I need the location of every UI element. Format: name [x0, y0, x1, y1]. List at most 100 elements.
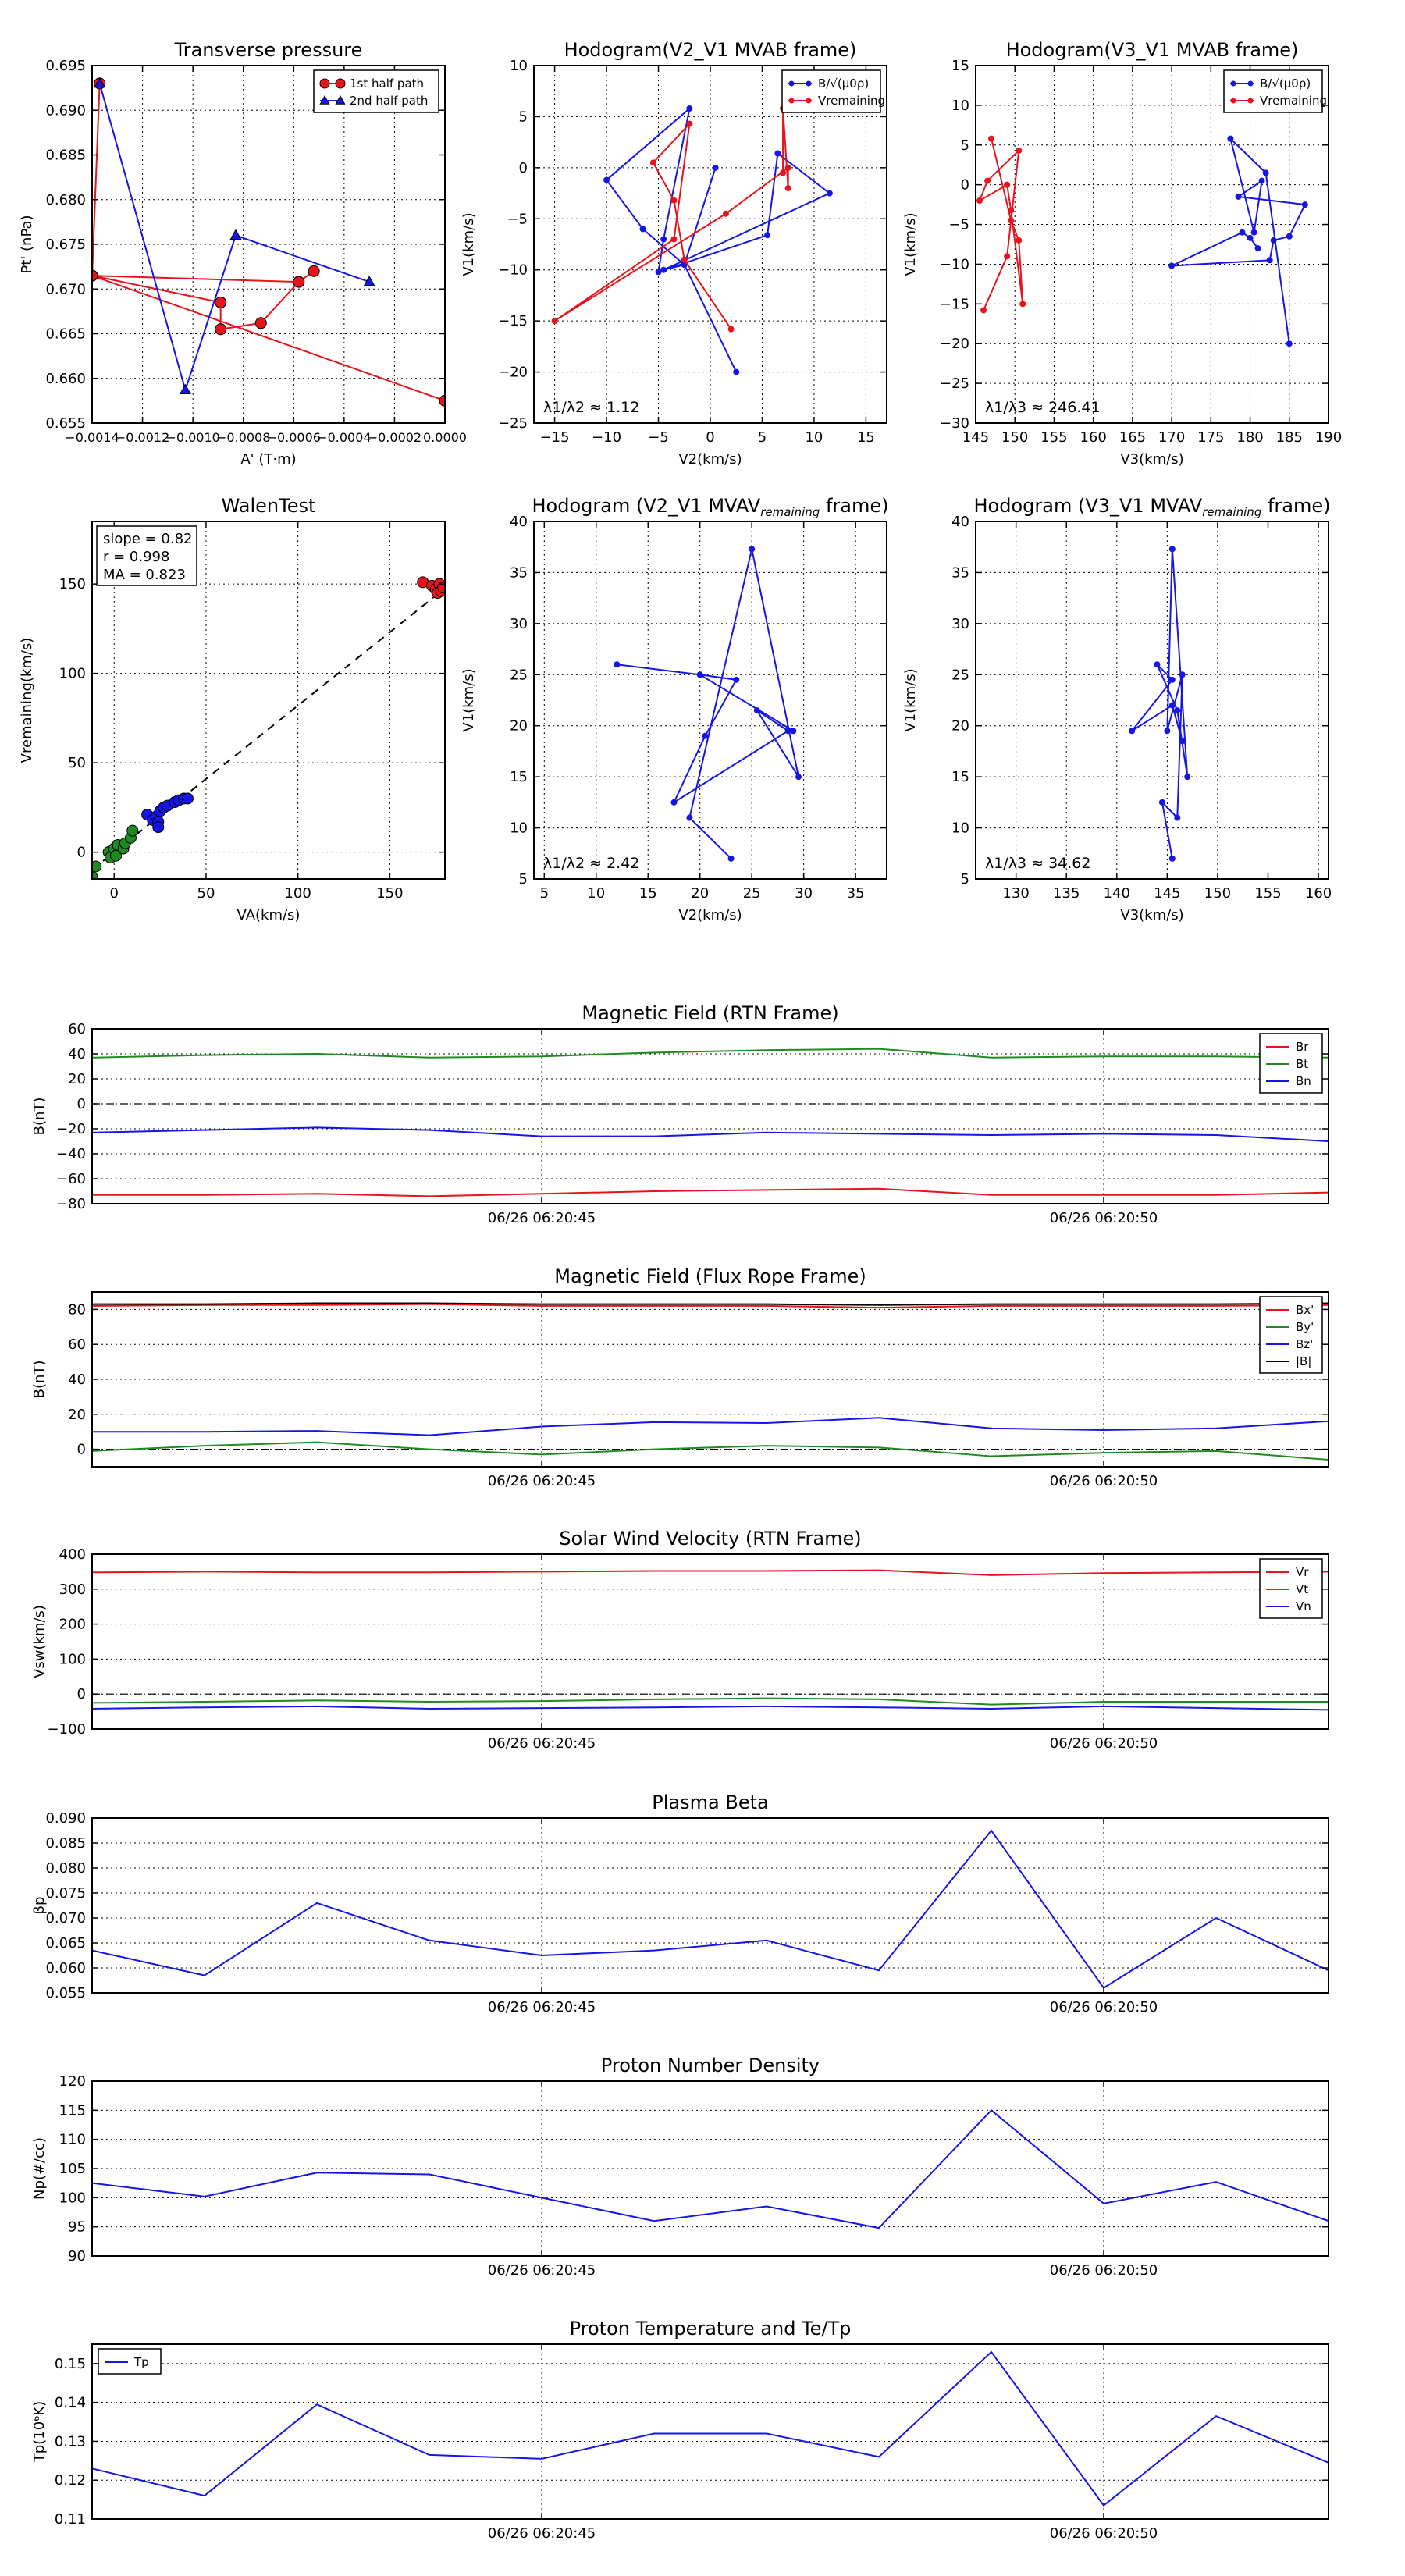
axes-frame: [975, 521, 1329, 880]
grid: [534, 521, 887, 879]
data-point-green: [126, 824, 139, 837]
x-tick-label: 06/26 06:20:45: [488, 1473, 596, 1489]
series-line-1st-half-path: [92, 83, 445, 402]
y-tick-label: −10: [498, 262, 528, 279]
x-tick-label: 155: [1254, 885, 1281, 902]
legend-marker: [1247, 80, 1254, 87]
x-tick-label: 100: [284, 885, 311, 902]
y-tick-label: 0.690: [45, 102, 86, 119]
x-axis-label: V3(km/s): [1120, 907, 1183, 923]
x-tick-label: 5: [758, 429, 767, 446]
data-point: [1008, 217, 1015, 224]
legend-label: 1st half path: [350, 76, 424, 91]
x-tick-label: −0.0010: [165, 430, 219, 445]
data-point: [733, 676, 740, 683]
series-line-2nd-half-path: [98, 83, 370, 393]
legend: B/√(μ0ρ) Vremaining: [1223, 69, 1327, 113]
x-tick-label: 180: [1236, 429, 1263, 446]
grid: [92, 1029, 1329, 1204]
y-tick-label: −15: [940, 296, 969, 312]
y-tick-label: 20: [68, 1071, 86, 1087]
data-point: [363, 276, 375, 286]
legend: Br Bt Bn: [1259, 1033, 1323, 1094]
legend-marker: [806, 98, 812, 104]
data-point: [784, 728, 791, 735]
series-line-Vt: [92, 1697, 1329, 1706]
y-tick-label: 0.11: [55, 2511, 86, 2528]
legend: Vr Vt Vn: [1259, 1558, 1323, 1619]
y-tick-label: 35: [951, 564, 969, 581]
y-tick-label: 5: [519, 871, 528, 888]
eigenvalue-ratio-annotation: λ1/λ2 ≈ 2.42: [543, 855, 639, 872]
data-point-red: [437, 582, 445, 594]
y-tick-label: 25: [510, 667, 528, 683]
legend-label: Vn: [1296, 1599, 1311, 1614]
x-tick-label: 175: [1197, 429, 1224, 446]
y-tick-label: −5: [948, 217, 969, 233]
y-tick-label: −30: [940, 415, 969, 432]
stat-r: r = 0.998: [103, 549, 169, 565]
legend-marker: [319, 78, 330, 89]
y-tick-label: 115: [59, 2102, 86, 2119]
y-axis-label: B(nT): [31, 1361, 48, 1399]
x-tick-label: 135: [1053, 885, 1080, 902]
plot-area: [92, 2350, 1329, 2507]
legend-marker: [1230, 98, 1236, 104]
x-tick-label: −0.0014: [65, 430, 119, 445]
data-point: [988, 135, 995, 142]
grid: [92, 66, 445, 423]
legend-label: Br: [1296, 1040, 1309, 1054]
stat-slope: slope = 0.82: [103, 531, 193, 547]
y-tick-label: 100: [59, 2190, 86, 2206]
eigenvalue-ratio-annotation: λ1/λ3 ≈ 246.41: [985, 399, 1101, 416]
x-tick-label: 06/26 06:20:45: [488, 2525, 596, 2542]
grid: [92, 1818, 1329, 1993]
axes-frame: [91, 521, 446, 880]
data-point: [293, 276, 305, 288]
y-tick-label: 10: [510, 58, 528, 74]
legend-label: Bx': [1296, 1303, 1314, 1317]
legend-label: Vremaining: [818, 94, 885, 108]
series-line-|B|: [92, 1302, 1329, 1306]
data-point: [976, 197, 984, 205]
plot-area: [92, 2108, 1329, 2229]
x-tick-label: 5: [540, 885, 549, 902]
grid: [92, 1554, 1329, 1729]
y-tick-label: −80: [56, 1196, 86, 1212]
x-axis-label: A' (T·m): [240, 451, 296, 468]
legend-marker: [335, 78, 346, 89]
legend: Tp: [98, 2348, 162, 2375]
y-tick-label: 0: [77, 1096, 86, 1112]
grid: [976, 521, 1329, 879]
grid: [92, 1292, 1329, 1467]
plot-area: [614, 546, 802, 862]
data-point: [681, 256, 688, 263]
axes-frame: [91, 1817, 1329, 1994]
y-tick-label: 60: [68, 1336, 86, 1353]
plot-area: [92, 1829, 1329, 1989]
eigenvalue-ratio-annotation: λ1/λ3 ≈ 34.62: [985, 855, 1090, 872]
y-tick-label: 0.065: [45, 1935, 86, 1952]
x-tick-label: 150: [1204, 885, 1231, 902]
x-tick-label: −0.0012: [116, 430, 169, 445]
stat-ma: MA = 0.823: [103, 567, 186, 583]
x-tick-label: 06/26 06:20:45: [488, 2262, 596, 2279]
data-point: [655, 269, 662, 276]
x-tick-label: −15: [540, 429, 570, 446]
data-point: [94, 76, 106, 88]
x-tick-label: 145: [1154, 885, 1180, 902]
y-tick-label: −10: [940, 256, 969, 272]
x-tick-label: −0.0002: [368, 430, 422, 445]
y-tick-label: 30: [510, 616, 528, 632]
data-point: [179, 383, 191, 395]
data-point: [1019, 301, 1026, 308]
data-point: [660, 266, 667, 273]
x-tick-label: −5: [648, 429, 669, 446]
eigenvalue-ratio-annotation: λ1/λ2 ≈ 1.12: [543, 399, 639, 416]
data-point: [215, 296, 227, 308]
y-tick-label: 15: [951, 58, 969, 74]
x-tick-label: 130: [1002, 885, 1029, 902]
series-line-beta: [92, 1829, 1329, 1989]
legend-marker: [788, 80, 795, 87]
legend-label: Vt: [1296, 1582, 1308, 1596]
